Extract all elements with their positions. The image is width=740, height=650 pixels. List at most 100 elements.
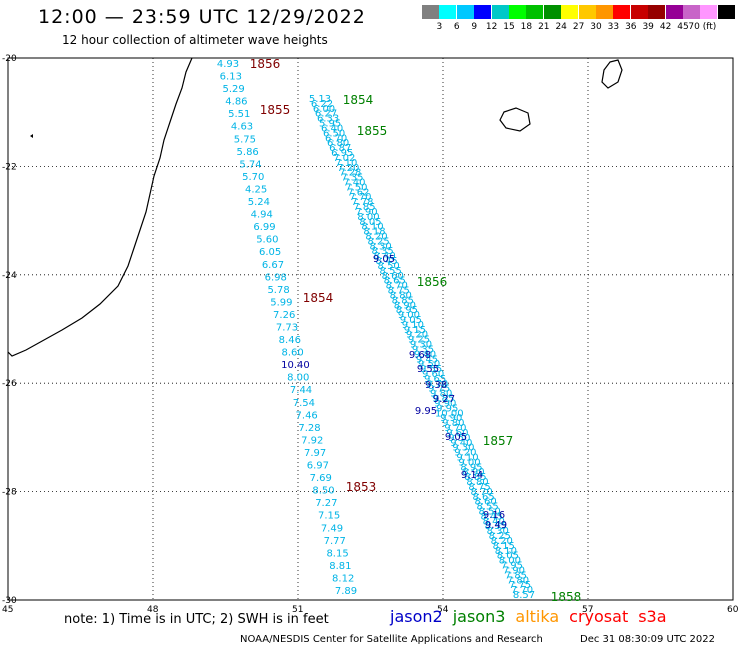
swh-value: 8.00 xyxy=(287,373,309,384)
swh-value: 5.24 xyxy=(248,197,270,208)
swh-value: 6.27 xyxy=(315,109,337,120)
swh-value: 8.20 xyxy=(365,232,387,243)
swh-value: 6.33 xyxy=(317,114,339,125)
swh-value: 8.50 xyxy=(378,261,400,272)
swh-value: 4.25 xyxy=(245,184,267,195)
swh-value: 4.94 xyxy=(251,210,273,221)
satellite-legend-jason2: jason2 xyxy=(390,607,443,626)
swh-value: 8.50 xyxy=(312,486,334,497)
swh-value: 8.80 xyxy=(466,477,488,488)
swh-value: 7.02 xyxy=(333,153,355,164)
swh-value: 9.35 xyxy=(412,344,434,355)
swh-value: 5.13 xyxy=(309,94,331,105)
swh-value: 9.50 xyxy=(418,359,440,370)
swh-value-high: 9.27 xyxy=(433,394,455,405)
swh-value-high: 9.68 xyxy=(409,350,431,361)
map-title: 12:00 — 23:59 UTC 12/29/2022 xyxy=(38,6,366,28)
swh-value: 8.60 xyxy=(382,271,404,282)
swh-value: 8.65 xyxy=(384,276,406,287)
small-island xyxy=(30,134,33,138)
swh-value: 8.60 xyxy=(281,348,303,359)
swh-value: 7.75 xyxy=(509,580,531,591)
swh-value: 7.97 xyxy=(304,448,326,459)
credit-line: NOAA/NESDIS Center for Satellite Applica… xyxy=(240,634,543,645)
swh-value: 4.93 xyxy=(217,59,239,70)
swh-value: 8.55 xyxy=(477,502,499,513)
swh-value: 7.89 xyxy=(335,586,357,597)
swh-value: 8.00 xyxy=(357,212,379,223)
swh-value: 9.85 xyxy=(432,394,454,405)
swh-value: 4.86 xyxy=(225,97,247,108)
swh-value: 6.99 xyxy=(253,222,275,233)
madagascar-coastline xyxy=(7,57,193,357)
swh-value: 5.51 xyxy=(228,109,250,120)
swh-value: 6.87 xyxy=(329,143,351,154)
swh-value-high: 9.16 xyxy=(483,510,505,521)
swh-value: 7.70 xyxy=(349,192,371,203)
swh-value-high: 9.49 xyxy=(485,520,507,531)
colorbar-label: 6 xyxy=(453,22,460,32)
colorbar-swatch xyxy=(578,5,596,19)
swh-value: 6.80 xyxy=(327,138,349,149)
colorbar-swatch xyxy=(526,5,544,19)
track-time-label: 1854 xyxy=(303,291,334,305)
lat-label: -26 xyxy=(2,379,17,389)
swh-value: 9.40 xyxy=(414,349,436,360)
lat-label: -24 xyxy=(2,271,17,281)
colorbar-swatch xyxy=(648,5,666,19)
colorbar-swatch xyxy=(665,5,683,19)
lon-label: 45 xyxy=(2,605,13,615)
lat-label: -22 xyxy=(2,162,17,172)
map-subtitle: 12 hour collection of altimeter wave hei… xyxy=(62,33,328,47)
colorbar-swatch xyxy=(683,5,700,19)
swh-value: 6.70 xyxy=(325,133,347,144)
swh-value: 7.26 xyxy=(273,310,295,321)
satellite-legend-s3a: s3a xyxy=(638,607,667,626)
swh-value: 8.75 xyxy=(468,482,490,493)
swh-value: 8.00 xyxy=(499,556,521,567)
swh-value: 7.80 xyxy=(507,575,529,586)
swh-value: 7.77 xyxy=(324,536,346,547)
colorbar-swatch xyxy=(456,5,474,19)
swh-value: 7.27 xyxy=(315,498,337,509)
swh-value: 9.15 xyxy=(404,325,426,336)
track-time-label: 1856 xyxy=(250,57,281,71)
footer-note: note: 1) Time is in UTC; 2) SWH is in fe… xyxy=(64,612,329,627)
swh-value-high: 9.05 xyxy=(445,432,467,443)
swh-value: 7.15 xyxy=(318,511,340,522)
swh-value: 7.28 xyxy=(298,423,320,434)
swh-value: 6.97 xyxy=(307,461,329,472)
swh-value: 7.85 xyxy=(505,570,527,581)
swh-value: 8.57 xyxy=(513,590,535,601)
swh-value: 10.00 xyxy=(435,408,464,419)
swh-value: 9.45 xyxy=(416,354,438,365)
colorbar-label: 36 xyxy=(625,22,637,32)
swh-value: 7.49 xyxy=(321,523,343,534)
swh-value: 9.70 xyxy=(444,423,466,434)
swh-value: 8.46 xyxy=(279,335,301,346)
satellite-legend: jason2 jason3 altika cryosat s3a xyxy=(390,607,677,626)
colorbar-swatch xyxy=(613,5,631,19)
swh-value: 9.05 xyxy=(400,315,422,326)
swh-value: 5.75 xyxy=(234,134,256,145)
swh-value: 5.70 xyxy=(242,172,264,183)
lon-label: 57 xyxy=(582,605,593,615)
swh-value: 9.60 xyxy=(422,369,444,380)
swh-value: 8.50 xyxy=(479,507,501,518)
swh-value: 7.73 xyxy=(276,323,298,334)
swh-value: 8.95 xyxy=(460,462,482,473)
reunion-island xyxy=(499,107,531,132)
colorbar-swatch xyxy=(474,5,492,19)
swh-value: 5.95 xyxy=(319,119,341,130)
swh-value: 6.13 xyxy=(220,72,242,83)
swh-value: 4.63 xyxy=(231,122,253,133)
swh-value: 6.00 xyxy=(313,104,335,115)
swh-value: 5.86 xyxy=(237,147,259,158)
swh-value: 8.05 xyxy=(359,217,381,228)
map-frame xyxy=(7,57,734,601)
swh-value: 8.10 xyxy=(361,222,383,233)
swh-value: 5.74 xyxy=(239,159,261,170)
swh-value: 8.81 xyxy=(329,561,351,572)
swh-value: 9.90 xyxy=(434,398,456,409)
